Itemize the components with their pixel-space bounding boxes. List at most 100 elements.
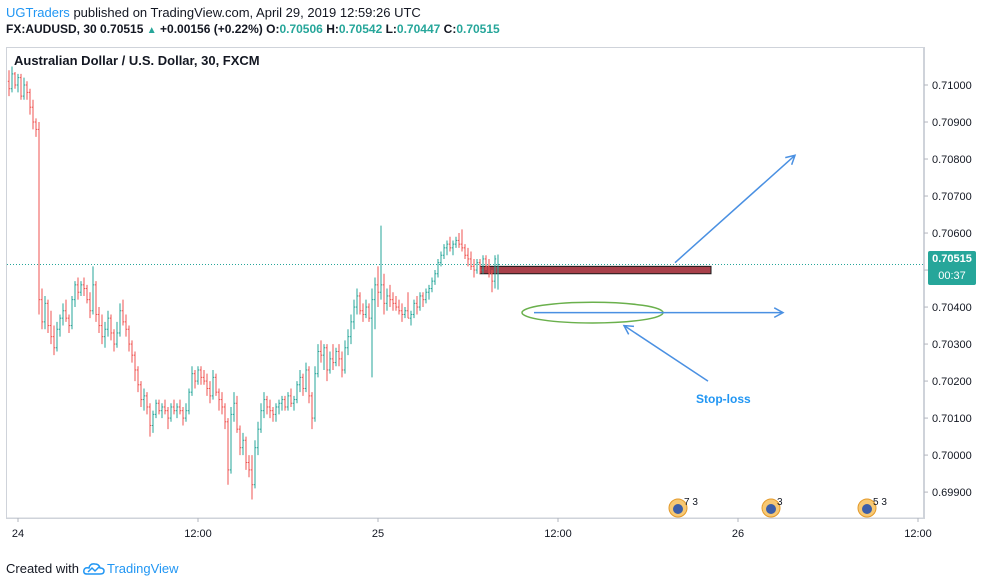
ohlc-bar	[187, 388, 191, 415]
ohlc-bar	[22, 77, 26, 100]
ohlc-bar	[487, 258, 491, 278]
ohlc-bar	[82, 277, 86, 296]
ohlc-bar	[451, 240, 455, 256]
ohlc-bar	[19, 73, 23, 100]
ohlc-bar	[160, 403, 164, 419]
ohlc-bar	[118, 303, 122, 337]
ohlc-bar	[334, 347, 338, 367]
y-tick-label: 0.70900	[932, 117, 972, 129]
ohlc-bar	[31, 99, 35, 130]
ohlc-bar	[361, 303, 365, 322]
ohlc-bar	[148, 403, 152, 437]
ohlc-bar	[472, 258, 476, 278]
ohlc-bar	[379, 225, 383, 300]
ohlc-bar	[295, 381, 299, 404]
ohlc-bar	[196, 366, 200, 385]
ohlc-bar	[199, 366, 203, 385]
ohlc-bar	[391, 292, 395, 311]
ohlc-bar	[364, 299, 368, 319]
up-triangle-icon: ▲	[146, 25, 157, 36]
x-tick-label: 12:00	[184, 528, 212, 540]
ohlc-bar	[163, 399, 167, 415]
ohlc-bar	[28, 88, 32, 115]
x-tick-label: 25	[372, 528, 384, 540]
support-ray-arrow-head	[773, 307, 785, 319]
ohlc-bar	[406, 292, 410, 319]
ohlc-bar	[67, 314, 71, 333]
ohlc-bar	[355, 288, 359, 315]
ohlc-bar	[217, 388, 221, 411]
ohlc-bar	[448, 236, 452, 252]
y-tick-label: 0.70400	[932, 302, 972, 314]
ohlc-bar	[10, 66, 14, 93]
ohlc-bar	[331, 344, 335, 370]
ohlc-bar	[259, 403, 263, 433]
ohlc-bar	[136, 366, 140, 393]
ohlc-bar	[307, 366, 311, 404]
ohlc-bar	[61, 303, 65, 326]
ohlc-bar	[343, 340, 347, 374]
ohlc-bar	[40, 288, 44, 330]
ohlc-bar	[97, 307, 101, 333]
price-change: +0.00156 (+0.22%)	[160, 22, 263, 36]
ohlc-bar	[430, 277, 434, 293]
bar-countdown: 00:37	[938, 270, 966, 282]
x-tick-label: 12:00	[904, 528, 932, 540]
author-link[interactable]: UGTraders	[6, 5, 70, 20]
y-tick-label: 0.70600	[932, 228, 972, 240]
ohlc-bar	[241, 432, 245, 456]
ohlc-bar	[76, 277, 80, 300]
ohlc-bar	[322, 344, 326, 370]
ohlc-bar	[55, 321, 59, 352]
economic-event-badge[interactable]: 5 3	[857, 497, 887, 518]
ohlc-bar	[94, 281, 98, 322]
last-price-tag: 0.70515 00:37	[928, 251, 976, 285]
ohlc-bar	[172, 399, 176, 415]
publish-line: UGTraders published on TradingView.com, …	[6, 5, 421, 20]
tradingview-brand: TradingView	[106, 561, 179, 576]
ohlc-bar	[358, 292, 362, 315]
ohlc-bar	[121, 299, 125, 326]
ohlc-bar	[220, 392, 224, 415]
ohlc-bar	[37, 122, 41, 315]
ohlc-bar	[229, 406, 233, 474]
y-tick-label: 0.70100	[932, 413, 972, 425]
high-value: 0.70542	[338, 22, 383, 36]
ohlc-bar	[313, 366, 317, 422]
y-tick-label: 0.70700	[932, 191, 972, 203]
ohlc-bar	[370, 288, 374, 378]
open-label: O:	[266, 22, 280, 36]
ohlc-bar	[133, 351, 137, 382]
tradingview-logo[interactable]: TradingView	[83, 561, 179, 576]
ohlc-bar	[385, 288, 389, 311]
ohlc-bar	[490, 270, 494, 293]
ohlc-bar	[13, 72, 17, 89]
ohlc-bar	[433, 270, 437, 285]
close-value: 0.70515	[456, 22, 500, 36]
ohlc-bar	[232, 392, 236, 422]
economic-event-badge[interactable]: 7 3	[668, 497, 698, 518]
open-value: 0.70506	[279, 22, 323, 36]
event-count: 3	[777, 497, 783, 508]
ohlc-bar	[469, 251, 473, 271]
ohlc-bar	[25, 81, 29, 100]
ohlc-bar	[349, 314, 353, 345]
ohlc-bar	[250, 455, 254, 500]
ohlc-bar	[346, 329, 350, 356]
economic-event-badge[interactable]: 3	[761, 497, 783, 518]
x-tick-label: 12:00	[544, 528, 572, 540]
ohlc-bar	[397, 299, 401, 315]
ohlc-bar	[403, 307, 407, 319]
publish-info: published on TradingView.com, April 29, …	[73, 5, 421, 20]
ohlc-bar	[91, 266, 95, 315]
ohlc-bar	[481, 255, 485, 274]
ohlc-bar	[409, 310, 413, 326]
ohlc-bar	[52, 325, 56, 356]
ohlc-bar	[208, 381, 212, 404]
ohlc-bar	[292, 395, 296, 411]
ohlc-bar	[139, 381, 143, 407]
ohlc-bar	[388, 284, 392, 308]
ohlc-bar	[325, 344, 329, 382]
ohlc-bar	[283, 395, 287, 411]
